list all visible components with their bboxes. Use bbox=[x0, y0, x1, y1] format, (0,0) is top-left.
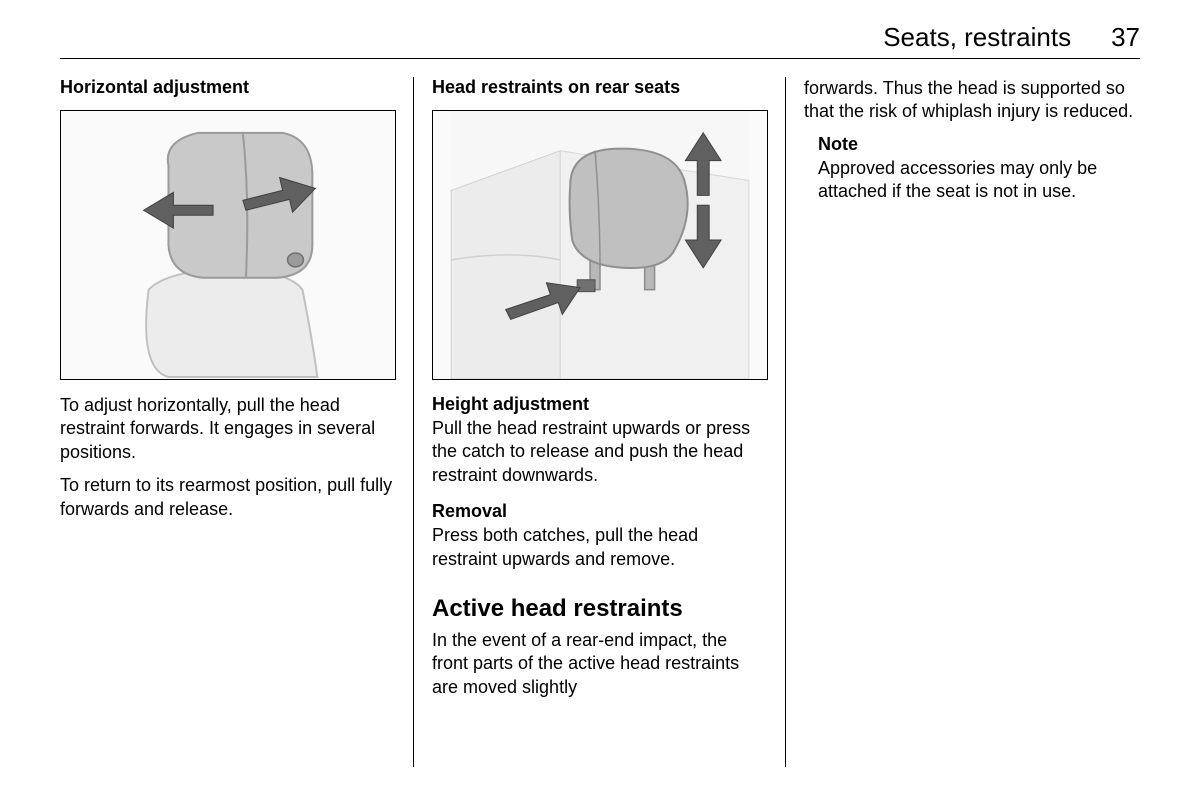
column-2: Head restraints on rear seats bbox=[414, 77, 786, 767]
col2-sub2: Removal bbox=[432, 501, 768, 522]
col2-heading: Head restraints on rear seats bbox=[432, 77, 768, 98]
col1-para1: To adjust horizontally, pull the head re… bbox=[60, 394, 396, 464]
col2-para1: Pull the head restraint upwards or press… bbox=[432, 417, 768, 487]
col2-para2: Press both catches, pull the head restra… bbox=[432, 524, 768, 571]
column-container: Horizontal adjustment bbox=[60, 77, 1140, 767]
section-title: Seats, restraints bbox=[883, 22, 1071, 53]
figure-front-headrest bbox=[60, 110, 396, 380]
col1-para2: To return to its rearmost position, pull… bbox=[60, 474, 396, 521]
note-box: Note Approved accessories may only be at… bbox=[804, 134, 1140, 204]
column-3: forwards. Thus the head is supported so … bbox=[786, 77, 1140, 767]
manual-page: Seats, restraints 37 Horizontal adjustme… bbox=[0, 0, 1200, 802]
col1-heading: Horizontal adjustment bbox=[60, 77, 396, 98]
col2-sub1: Height adjustment bbox=[432, 394, 768, 415]
page-number: 37 bbox=[1111, 22, 1140, 53]
col3-para1: forwards. Thus the head is supported so … bbox=[804, 77, 1140, 124]
figure-rear-headrest bbox=[432, 110, 768, 380]
column-1: Horizontal adjustment bbox=[60, 77, 414, 767]
col2-h2: Active head restraints bbox=[432, 595, 768, 623]
note-title: Note bbox=[818, 134, 1140, 155]
col2-para3: In the event of a rear-end impact, the f… bbox=[432, 629, 768, 699]
note-body: Approved accessories may only be attache… bbox=[818, 157, 1140, 204]
page-header: Seats, restraints 37 bbox=[60, 22, 1140, 59]
